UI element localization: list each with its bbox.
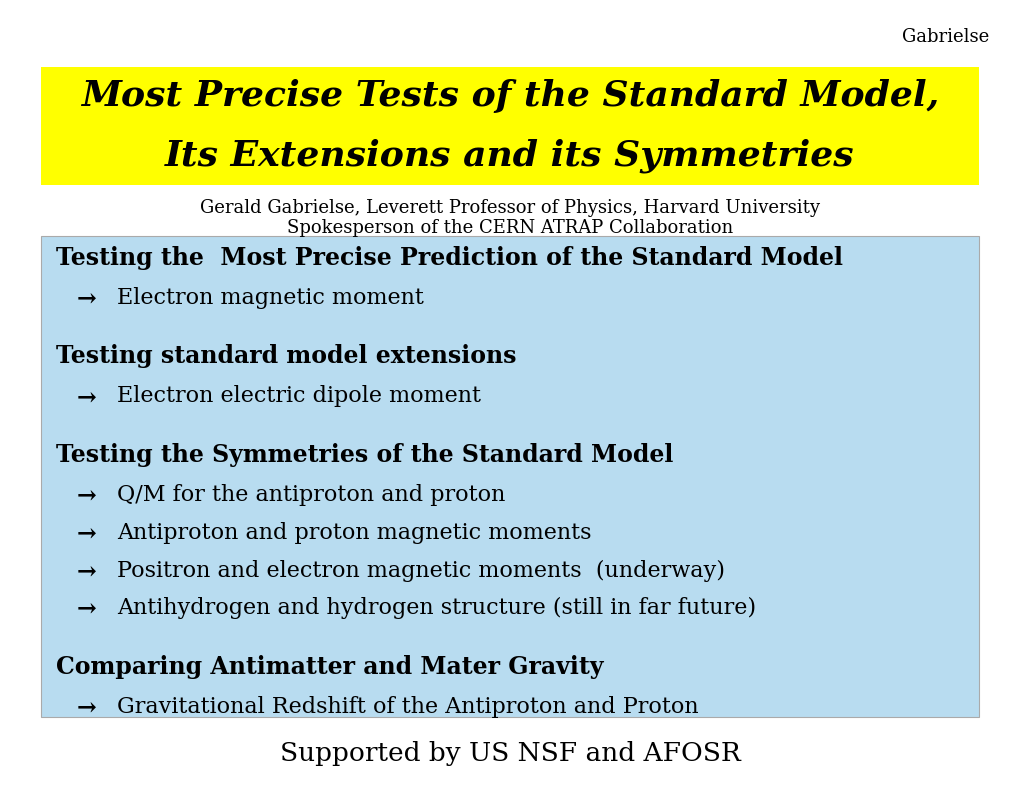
Text: Gabrielse: Gabrielse [901,28,988,46]
Text: Testing the  Most Precise Prediction of the Standard Model: Testing the Most Precise Prediction of t… [56,246,843,269]
Text: Supported by US NSF and AFOSR: Supported by US NSF and AFOSR [279,741,740,766]
Text: Q/M for the antiproton and proton: Q/M for the antiproton and proton [117,484,505,506]
Text: Spokesperson of the CERN ATRAP Collaboration: Spokesperson of the CERN ATRAP Collabora… [286,219,733,237]
Text: →: → [76,522,96,545]
Text: Electron magnetic moment: Electron magnetic moment [117,287,424,309]
FancyBboxPatch shape [41,236,978,717]
Text: →: → [76,484,96,507]
Text: Positron and electron magnetic moments  (underway): Positron and electron magnetic moments (… [117,559,725,582]
Text: Testing standard model extensions: Testing standard model extensions [56,344,516,368]
Text: Comparing Antimatter and Mater Gravity: Comparing Antimatter and Mater Gravity [56,655,603,678]
Text: Antiproton and proton magnetic moments: Antiproton and proton magnetic moments [117,522,591,544]
Text: →: → [76,287,96,310]
Text: Antihydrogen and hydrogen structure (still in far future): Antihydrogen and hydrogen structure (sti… [117,597,756,619]
Text: Testing the Symmetries of the Standard Model: Testing the Symmetries of the Standard M… [56,443,673,466]
Text: →: → [76,597,96,621]
Text: Most Precise Tests of the Standard Model,: Most Precise Tests of the Standard Model… [81,79,938,113]
Text: →: → [76,385,96,409]
Text: Its Extensions and its Symmetries: Its Extensions and its Symmetries [165,139,854,173]
Text: →: → [76,696,96,719]
Text: Gerald Gabrielse, Leverett Professor of Physics, Harvard University: Gerald Gabrielse, Leverett Professor of … [200,199,819,217]
Text: Electron electric dipole moment: Electron electric dipole moment [117,385,481,407]
Text: Gravitational Redshift of the Antiproton and Proton: Gravitational Redshift of the Antiproton… [117,696,698,718]
FancyBboxPatch shape [41,67,978,185]
Text: →: → [76,559,96,583]
